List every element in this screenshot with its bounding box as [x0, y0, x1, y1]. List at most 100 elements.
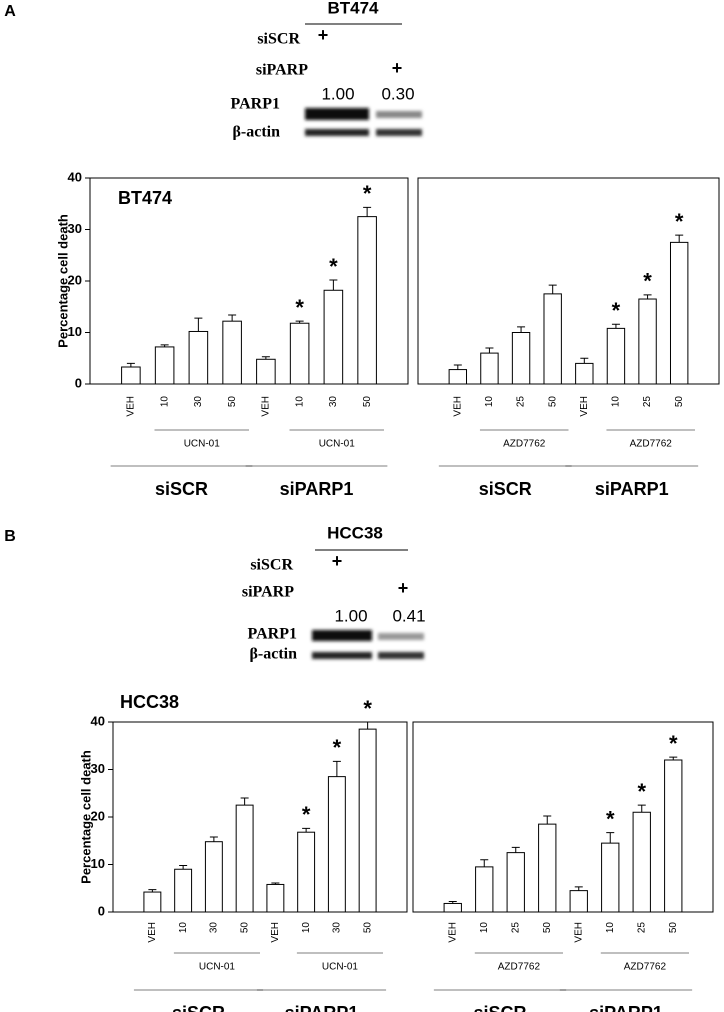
quantification: 1.00: [334, 606, 367, 625]
significance-mark: *: [302, 802, 311, 827]
bar: [443, 902, 462, 913]
group-label: siSCR: [155, 479, 208, 499]
marker: +: [332, 551, 343, 571]
bar: [638, 298, 657, 385]
y-tick-label: 10: [68, 324, 82, 339]
y-tick-label: 20: [68, 272, 82, 287]
plot-frame: [412, 721, 714, 913]
group-label: siSCR: [473, 1003, 526, 1012]
bar: [569, 890, 588, 913]
x-tick-label: 10: [178, 922, 189, 934]
group-label: siPARP1: [280, 479, 354, 499]
bar: [632, 811, 651, 913]
x-tick-label: 30: [209, 922, 220, 934]
y-axis-label: Percentage cell death: [55, 214, 70, 348]
x-tick-label: 50: [674, 396, 685, 408]
y-axis-label: Percentage cell death: [78, 750, 93, 884]
cell-line: BT474: [327, 0, 379, 17]
x-tick-label: 10: [479, 922, 490, 934]
error-bar: [511, 846, 520, 853]
error-bar: [194, 317, 203, 332]
x-tick-label: 50: [542, 922, 553, 934]
bar: [606, 327, 626, 385]
bar: [357, 216, 377, 385]
error-bar: [480, 859, 489, 867]
x-tick-label: VEH: [452, 396, 463, 417]
significance-mark: *: [669, 731, 678, 756]
x-tick-label: 25: [516, 396, 527, 408]
marker: +: [398, 578, 409, 598]
bar: [256, 358, 276, 385]
bar: [235, 804, 254, 913]
y-tick-label: 0: [75, 375, 82, 390]
condition: siSCR: [257, 31, 300, 48]
y-tick-label: 10: [91, 856, 105, 871]
panel-label: A: [4, 3, 16, 20]
bar: [543, 293, 562, 385]
x-tick-label: 50: [547, 396, 558, 408]
bar: [327, 776, 346, 913]
x-tick-label: 10: [159, 396, 170, 408]
significance-mark: *: [643, 269, 652, 294]
error-bar: [548, 284, 557, 294]
x-tick-label: 50: [227, 396, 238, 408]
blot-image: [305, 108, 422, 136]
significance-mark: *: [329, 254, 338, 279]
group-label: siSCR: [172, 1003, 225, 1012]
bar: [601, 842, 620, 913]
x-tick-label: 50: [239, 922, 250, 934]
error-bar: [453, 364, 462, 370]
bar: [143, 891, 162, 913]
condition: siSCR: [250, 557, 293, 574]
quantification: 0.30: [381, 84, 414, 103]
significance-mark: *: [333, 735, 342, 760]
y-tick-label: 20: [91, 808, 105, 823]
x-tick-label: 10: [605, 922, 616, 934]
x-tick-label: 10: [611, 396, 622, 408]
condition: siPARP: [256, 62, 308, 79]
significance-mark: *: [675, 209, 684, 234]
x-tick-label: 25: [642, 396, 653, 408]
blot-image: [312, 630, 424, 659]
x-tick-label: 30: [332, 922, 343, 934]
x-tick-label: 50: [362, 922, 373, 934]
quantification: 0.41: [392, 606, 425, 625]
x-tick-label: 10: [294, 396, 305, 408]
treatment-label: UCN-01: [322, 962, 359, 973]
x-tick-label: VEH: [579, 396, 590, 417]
band-label: PARP1: [248, 626, 297, 643]
error-bar: [517, 326, 526, 333]
error-bar: [606, 832, 615, 844]
y-tick-label: 30: [91, 761, 105, 776]
significance-mark: *: [295, 295, 304, 320]
error-bar: [611, 323, 620, 329]
bar: [538, 823, 557, 913]
error-bar: [209, 836, 218, 842]
y-tick-label: 40: [91, 713, 105, 728]
band-label: β-actin: [249, 646, 297, 663]
bar: [188, 330, 209, 385]
bar: [121, 366, 141, 385]
group-label: siPARP1: [595, 479, 669, 499]
bar: [448, 369, 468, 385]
band-label: β-actin: [232, 124, 280, 141]
x-tick-label: 25: [636, 922, 647, 934]
x-tick-label: VEH: [573, 922, 584, 943]
bar: [575, 362, 594, 385]
bar: [323, 289, 344, 385]
treatment-label: UCN-01: [199, 962, 236, 973]
significance-mark: *: [363, 181, 372, 206]
x-tick-label: 10: [301, 922, 312, 934]
bar: [289, 322, 310, 385]
treatment-label: AZD7762: [498, 962, 541, 973]
error-bar: [363, 206, 372, 217]
x-tick-label: VEH: [261, 396, 272, 417]
x-tick-label: 50: [362, 396, 373, 408]
condition: siPARP: [242, 584, 294, 601]
error-bar: [240, 797, 249, 806]
x-tick-label: VEH: [447, 922, 458, 943]
x-tick-label: VEH: [126, 396, 137, 417]
panel-label: B: [4, 528, 16, 545]
error-bar: [302, 827, 311, 833]
bar: [266, 883, 285, 913]
